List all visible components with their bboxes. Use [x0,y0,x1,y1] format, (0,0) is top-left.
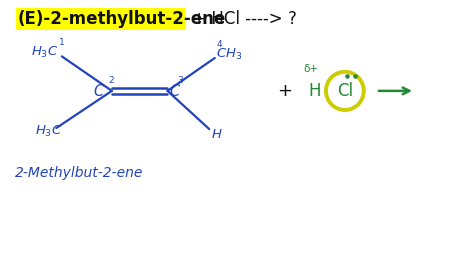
FancyBboxPatch shape [16,8,186,30]
Text: $\mathit{C}$: $\mathit{C}$ [169,83,182,99]
Text: $\mathit{C}$: $\mathit{C}$ [93,83,105,99]
Text: 3: 3 [177,76,183,85]
Text: $\mathit{C}H_3$: $\mathit{C}H_3$ [217,47,243,62]
Text: 4: 4 [217,40,222,49]
Text: + HCl ----> ?: + HCl ----> ? [187,10,297,28]
Text: 2-Methylbut-2-ene: 2-Methylbut-2-ene [15,166,143,180]
Text: H: H [309,82,321,100]
Text: 2: 2 [109,76,114,85]
Text: $H_3C$: $H_3C$ [31,45,59,60]
Text: $H$: $H$ [211,128,222,141]
Text: δ+: δ+ [303,63,318,73]
Text: (E)-2-methylbut-2-ene: (E)-2-methylbut-2-ene [18,10,226,28]
Text: Cl: Cl [337,82,353,100]
Text: 1: 1 [59,38,65,47]
Text: $H_3C$: $H_3C$ [35,124,63,139]
Text: +: + [277,82,292,100]
